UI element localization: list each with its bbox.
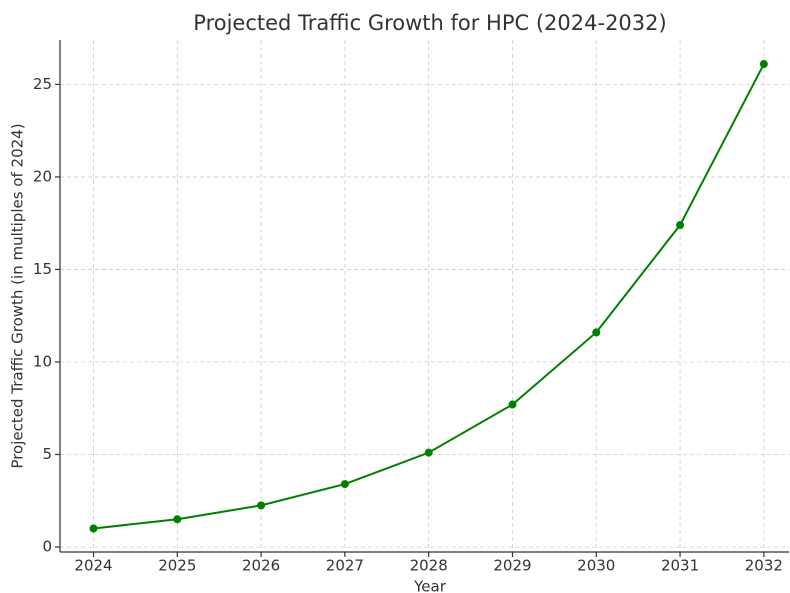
x-tick-label: 2027 xyxy=(326,557,364,575)
point xyxy=(759,60,768,69)
x-tick-label: 2028 xyxy=(410,557,448,575)
x-tick-label: 2030 xyxy=(577,557,615,575)
x-tick-label: 2025 xyxy=(158,557,196,575)
y-tick-label: 0 xyxy=(42,538,52,556)
x-axis-label: Year xyxy=(413,578,447,593)
point xyxy=(592,328,601,337)
y-tick-label: 10 xyxy=(33,352,52,370)
x-tick-label: 2032 xyxy=(745,557,783,575)
chart-title: Projected Traffic Growth for HPC (2024-2… xyxy=(193,11,666,35)
y-tick-label: 5 xyxy=(42,445,52,463)
x-tick-label: 2024 xyxy=(74,557,112,575)
point xyxy=(676,221,685,230)
x-tick-label: 2026 xyxy=(242,557,280,575)
y-axis-label: Projected Traffic Growth (in multiples o… xyxy=(9,123,27,468)
y-tick-label: 20 xyxy=(33,167,52,185)
point xyxy=(173,515,182,524)
point xyxy=(89,524,98,533)
point xyxy=(508,400,517,409)
point xyxy=(340,480,349,489)
x-tick-label: 2031 xyxy=(661,557,699,575)
y-tick-label: 15 xyxy=(33,260,52,278)
point xyxy=(424,448,433,457)
x-tick-label: 2029 xyxy=(493,557,531,575)
y-tick-label: 25 xyxy=(33,75,52,93)
point xyxy=(257,501,266,510)
